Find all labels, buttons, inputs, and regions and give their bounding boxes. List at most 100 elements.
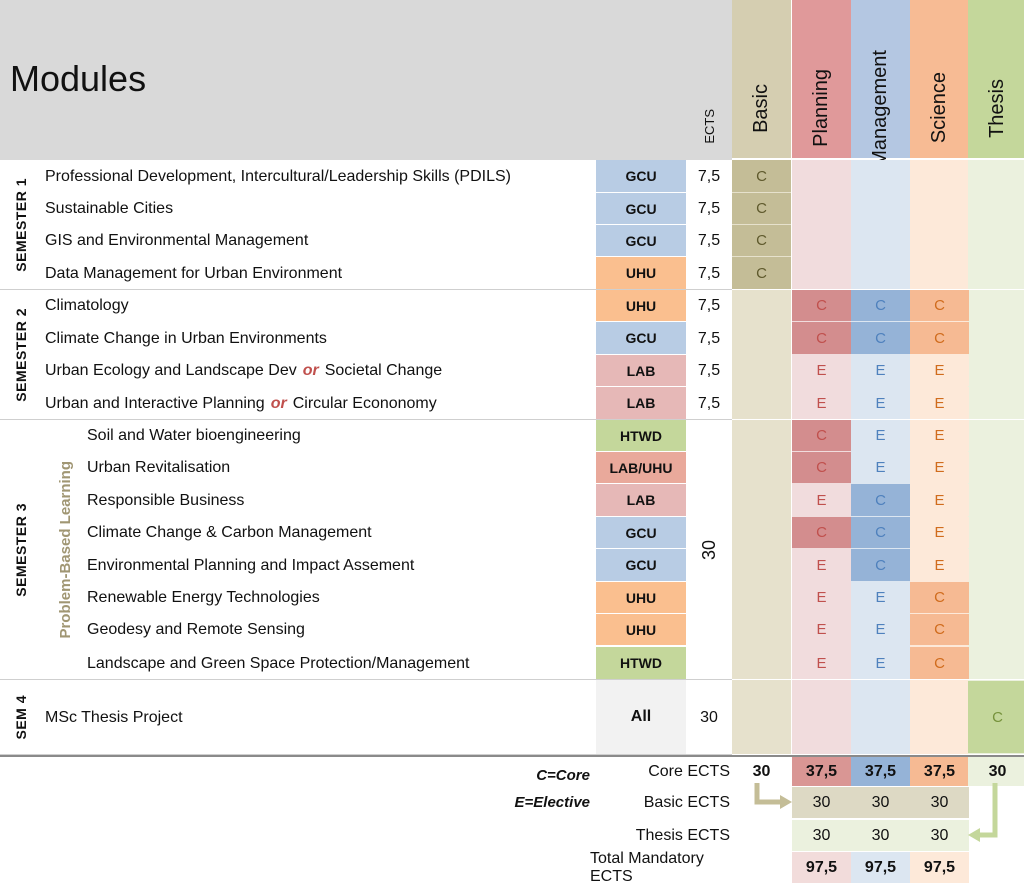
semester-label: SEMESTER 3 [13, 503, 29, 597]
thesis-arrow-line [978, 783, 998, 838]
page-title: Modules [10, 58, 147, 99]
summary-value: 37,5 [910, 757, 969, 786]
semester-label-1: SEMESTER 1 [0, 160, 42, 290]
module-name: Geodesy and Remote Sensing [87, 621, 305, 638]
track-mark-science: E [910, 517, 969, 548]
track-header-label: Science [928, 72, 950, 144]
semester-divider-tracks [732, 754, 1024, 755]
track-mark-planning: C [792, 452, 851, 483]
summary-value: 37,5 [792, 757, 851, 786]
ects-header-label: ECTS [701, 108, 717, 144]
track-header-label: Planning [810, 69, 832, 147]
track-mark-science: C [910, 582, 969, 613]
semester-divider [0, 754, 732, 755]
track-mark-science: E [910, 355, 969, 386]
track-mark-basic: C [732, 160, 791, 192]
module-name: MSc Thesis Project [45, 708, 183, 726]
pbl-label: Problem-Based Learning [56, 461, 74, 639]
track-header-management [851, 0, 910, 158]
track-mark-management: E [851, 647, 910, 679]
track-mark-management: E [851, 582, 910, 613]
module-name: Climate Change & Carbon Management [87, 524, 372, 541]
summary-value: 30 [968, 757, 1024, 786]
track-mark-thesis: C [968, 681, 1024, 753]
summary-value: 30 [792, 820, 851, 851]
semester-label: SEMESTER 2 [13, 308, 29, 402]
track-mark-basic: C [732, 257, 791, 289]
institution-badge: HTWD [596, 647, 686, 679]
module-name: Soil and Water bioengineering [87, 427, 301, 444]
institution-badge: LAB [596, 484, 686, 516]
summary-label: Total Mandatory ECTS [590, 850, 704, 885]
track-mark-science: E [910, 387, 969, 419]
or-connector: or [302, 362, 319, 379]
summary-label: Core ECTS [648, 763, 730, 780]
track-mark-management: E [851, 452, 910, 483]
track-header-thesis [968, 0, 1024, 158]
institution-badge: LAB [596, 387, 686, 419]
semester-divider-tracks [732, 419, 1024, 420]
track-header-label-cell: Management [851, 50, 910, 167]
semester-divider [0, 679, 732, 680]
track-mark-management: C [851, 484, 910, 516]
track-header-science [910, 0, 969, 158]
track-mark-science: C [910, 647, 969, 679]
track-mark-planning: E [792, 355, 851, 386]
semester-label: SEMESTER 1 [13, 178, 29, 272]
institution-badge: LAB [596, 355, 686, 386]
module-ects: 7,5 [697, 297, 721, 314]
track-mark-science: E [910, 420, 969, 451]
basic-arrow-head [780, 795, 792, 809]
track-mark-management: E [851, 614, 910, 645]
track-mark-basic: C [732, 193, 791, 224]
track-mark-planning: E [792, 582, 851, 613]
track-mark-planning: E [792, 614, 851, 645]
track-column-bg [968, 160, 1024, 755]
semester-label: SEM 4 [13, 695, 29, 740]
thesis-arrow-head [968, 828, 980, 842]
track-mark-science: C [910, 290, 969, 321]
institution-badge: GCU [596, 193, 686, 224]
module-name: Urban Ecology and Landscape Dev or Societa… [45, 355, 594, 387]
module-ects: 7,5 [697, 200, 721, 217]
module-ects: 7,5 [697, 394, 721, 412]
institution-badge: HTWD [596, 420, 686, 451]
track-mark-science: C [910, 614, 969, 645]
track-mark-science: E [910, 549, 969, 581]
summary-value: 97,5 [910, 852, 969, 883]
summary-value: 30 [910, 787, 969, 818]
institution-badge: GCU [596, 517, 686, 548]
module-name: Climate Change in Urban Environments [45, 329, 327, 347]
track-header-label-cell: Science [910, 60, 969, 156]
institution-badge: UHU [596, 582, 686, 613]
summary-label: Thesis ECTS [635, 827, 730, 844]
semester-divider [0, 289, 732, 290]
summary-value: 97,5 [792, 852, 851, 883]
track-mark-science: C [910, 322, 969, 354]
legend-elective: E=Elective [514, 793, 590, 811]
track-header-basic [732, 0, 791, 158]
module-name: Urban Revitalisation [87, 459, 231, 476]
institution-badge: GCU [596, 322, 686, 354]
institution-badge: GCU [596, 225, 686, 256]
track-header-label: Management [869, 49, 891, 167]
track-mark-management: E [851, 420, 910, 451]
track-header-planning [792, 0, 851, 158]
institution-badge: UHU [596, 290, 686, 321]
module-name: GIS and Environmental Management [45, 232, 309, 249]
track-mark-planning: E [792, 484, 851, 516]
module-name: Professional Development, Intercultural/… [45, 167, 511, 185]
summary-value: 30 [792, 787, 851, 818]
ects-header: ECTS [686, 95, 732, 157]
module-name: Data Management for Urban Environment [45, 264, 343, 282]
institution-badge: UHU [596, 614, 686, 645]
summary-value: 30 [732, 757, 791, 786]
module-name: Responsible Business [87, 491, 245, 509]
track-mark-management: C [851, 549, 910, 581]
module-name: Urban and Interactive Planning or Circular… [45, 387, 594, 420]
track-mark-planning: E [792, 387, 851, 419]
or-connector: or [270, 394, 287, 412]
summary-value: 30 [851, 820, 910, 851]
track-mark-planning: C [792, 290, 851, 321]
module-ects: 30 [700, 708, 718, 726]
